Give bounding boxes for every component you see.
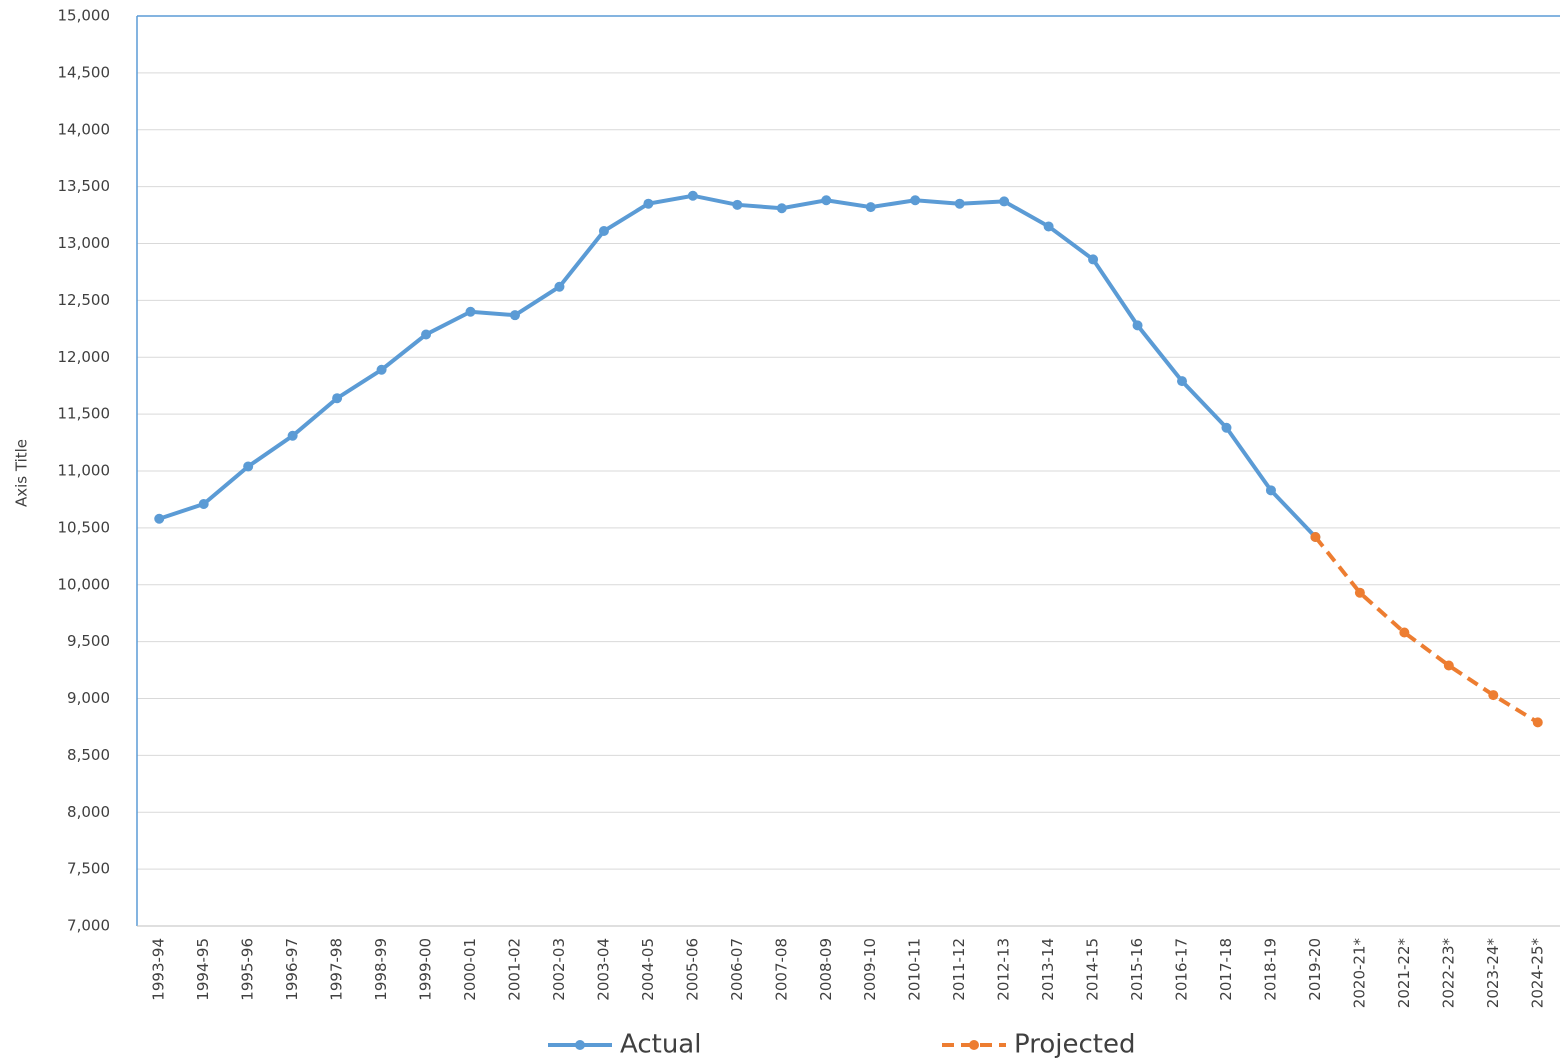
point — [1088, 254, 1099, 265]
y-tick-label: 14,500 — [58, 63, 111, 81]
point — [776, 203, 787, 214]
point — [1443, 660, 1454, 671]
point — [643, 198, 654, 209]
x-tick-label: 2014-15 — [1084, 938, 1102, 1001]
x-tick-label: 2016-17 — [1173, 938, 1191, 1001]
point — [821, 195, 832, 206]
y-tick-label: 13,000 — [58, 234, 111, 252]
x-tick-label: 2006-07 — [728, 938, 746, 1001]
y-tick-label: 13,500 — [58, 177, 111, 195]
x-tick-label: 2012-13 — [995, 938, 1013, 1001]
point — [287, 430, 298, 441]
point — [554, 281, 565, 292]
point — [509, 310, 520, 321]
point — [421, 329, 432, 340]
y-tick-label: 8,000 — [67, 803, 110, 821]
x-tick-label: 2008-09 — [817, 938, 835, 1001]
series-line — [158, 193, 1317, 539]
x-tick-label: 2020-21* — [1350, 938, 1368, 1009]
point — [1310, 531, 1321, 542]
x-tick-label: 2013-14 — [1039, 938, 1057, 1001]
x-tick-label: 2003-04 — [594, 938, 612, 1001]
y-tick-label: 14,000 — [58, 120, 111, 138]
point — [954, 198, 965, 209]
point — [1265, 485, 1276, 496]
x-tick-label: 2009-10 — [861, 938, 879, 1001]
y-tick-label: 10,500 — [58, 518, 111, 536]
x-tick-label: 2002-03 — [550, 938, 568, 1001]
y-tick-label: 7,000 — [67, 917, 110, 935]
x-tick-label: 2000-01 — [461, 938, 479, 1001]
point — [865, 202, 876, 213]
x-tick-label: 2007-08 — [772, 938, 790, 1001]
point — [332, 393, 343, 404]
point — [198, 498, 209, 509]
legend-marker — [575, 1040, 585, 1050]
x-tick-label: 2001-02 — [505, 938, 523, 1001]
y-tick-label: 9,000 — [67, 689, 110, 707]
y-tick-label: 11,000 — [58, 462, 111, 480]
legend-label: Projected — [1014, 1030, 1135, 1060]
x-tick-label: 1996-97 — [283, 938, 301, 1001]
x-tick-label: 2004-05 — [639, 938, 657, 1001]
x-tick-label: 2019-20 — [1306, 938, 1324, 1001]
point — [732, 199, 743, 210]
x-tick-label: 1995-96 — [239, 938, 257, 1001]
point — [376, 364, 387, 375]
x-tick-label: 2018-19 — [1261, 938, 1279, 1001]
x-tick-label: 2017-18 — [1217, 938, 1235, 1001]
x-tick-label: 1999-00 — [417, 938, 435, 1001]
point — [465, 306, 476, 317]
x-tick-label: 2022-23* — [1439, 938, 1457, 1009]
series-line — [1313, 535, 1539, 725]
y-tick-label: 10,000 — [58, 575, 111, 593]
x-tick-label: 2024-25* — [1528, 938, 1546, 1009]
x-tick-label: 1998-99 — [372, 938, 390, 1001]
y-tick-label: 9,500 — [67, 632, 110, 650]
point — [999, 196, 1010, 207]
x-tick-label: 2021-22* — [1395, 938, 1413, 1009]
point — [598, 225, 609, 236]
point — [1177, 376, 1188, 387]
y-axis-title: Axis Title — [13, 439, 31, 507]
point — [1532, 717, 1543, 728]
legend-label: Actual — [620, 1030, 701, 1060]
y-tick-label: 15,000 — [58, 7, 111, 25]
legend-marker — [969, 1040, 979, 1050]
point — [1399, 627, 1410, 638]
y-tick-label: 11,500 — [58, 405, 111, 423]
point — [910, 195, 921, 206]
x-tick-label: 2015-16 — [1128, 938, 1146, 1001]
point — [687, 190, 698, 201]
point — [1354, 587, 1365, 598]
point — [154, 513, 165, 524]
y-tick-label: 12,500 — [58, 291, 111, 309]
x-tick-label: 2010-11 — [906, 938, 924, 1001]
x-tick-label: 1997-98 — [328, 938, 346, 1001]
y-tick-label: 12,000 — [58, 348, 111, 366]
point — [1132, 320, 1143, 331]
x-tick-label: 2023-24* — [1484, 938, 1502, 1009]
point — [1488, 690, 1499, 701]
point — [1043, 221, 1054, 232]
point — [243, 461, 254, 472]
x-tick-label: 2005-06 — [683, 938, 701, 1001]
y-tick-label: 8,500 — [67, 746, 110, 764]
x-tick-label: 1994-95 — [194, 938, 212, 1001]
x-tick-label: 2011-12 — [950, 938, 968, 1001]
x-tick-label: 1993-94 — [150, 938, 168, 1001]
y-tick-label: 7,500 — [67, 860, 110, 878]
point — [1221, 422, 1232, 433]
